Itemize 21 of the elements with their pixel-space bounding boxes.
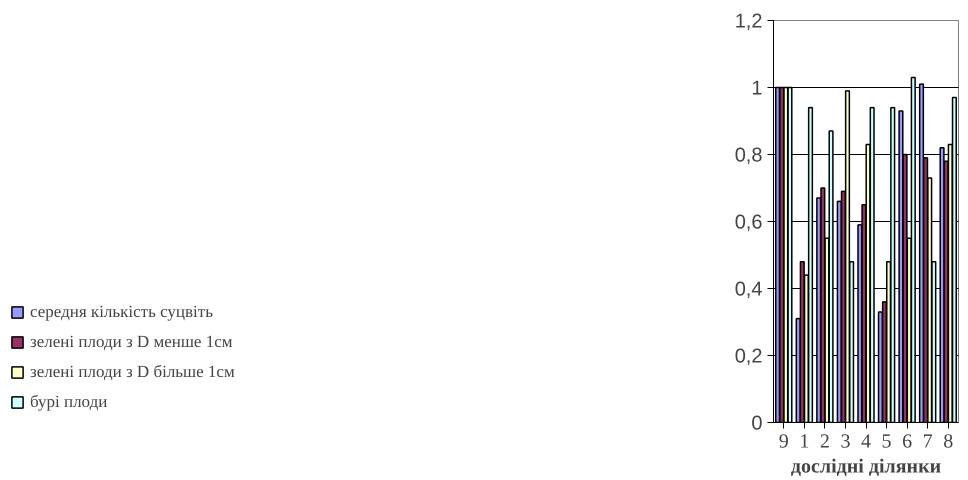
- y-tick-label: 0,4: [734, 278, 763, 300]
- x-tick-label: 5: [882, 430, 892, 452]
- y-tick-label: 0,6: [734, 212, 763, 234]
- x-tick-label: 1: [799, 430, 810, 452]
- legend-label: середня кількість суцвіть: [30, 302, 213, 322]
- y-tick-label: 0,2: [734, 346, 763, 368]
- y-tick-label: 0: [751, 412, 762, 434]
- x-tick-label: 2: [820, 430, 830, 452]
- x-tick-label: 4: [861, 430, 871, 452]
- x-tick-label: 3: [840, 430, 850, 452]
- x-tick-label: 9: [778, 430, 789, 452]
- x-tick-label: 6: [902, 430, 912, 452]
- y-tick-label: 0,8: [734, 144, 763, 166]
- x-tick-label: 8: [943, 430, 954, 452]
- x-axis-title: дослідні ділянки: [790, 456, 942, 478]
- legend-label: зелені плоди з D менше 1см: [30, 332, 233, 352]
- legend-label: бурі плоди: [30, 392, 108, 412]
- x-tick-label: 7: [922, 430, 933, 452]
- y-tick-label: 1,2: [734, 10, 763, 32]
- y-tick-label: 1: [751, 78, 762, 100]
- legend-label: зелені плоди з D більше 1см: [30, 362, 235, 382]
